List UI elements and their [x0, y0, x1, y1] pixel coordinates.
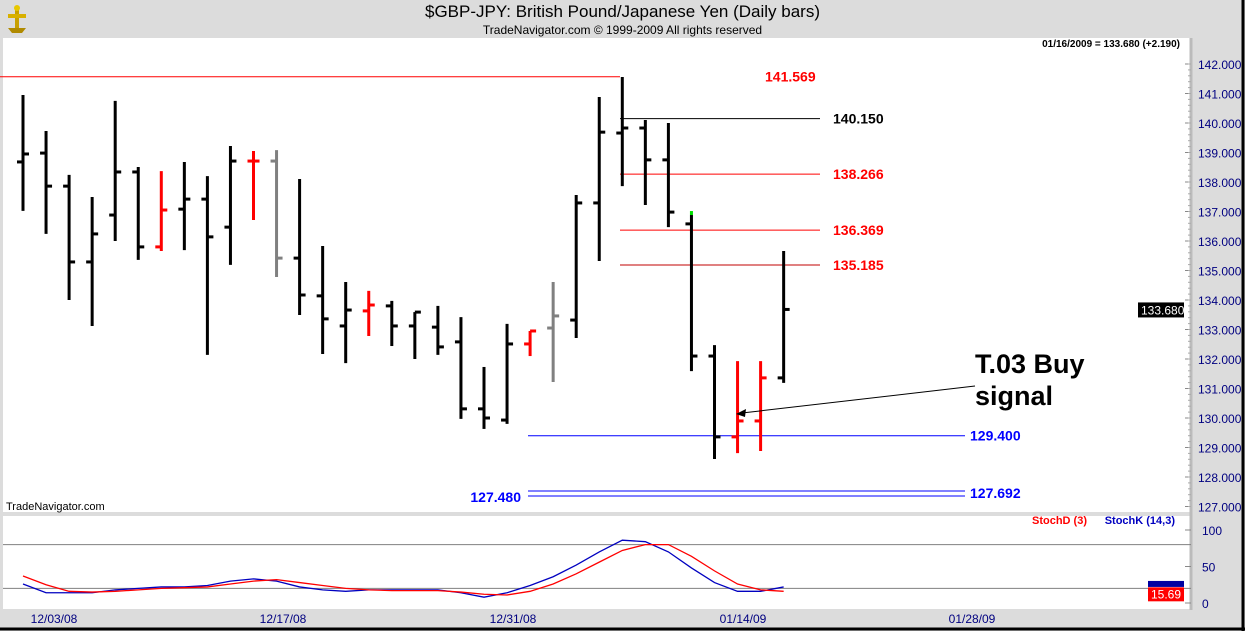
ohlc-bar — [547, 282, 560, 383]
x-tick-label: 01/28/09 — [949, 612, 996, 626]
ohlc-bar — [178, 161, 191, 251]
signal-marker — [689, 211, 693, 216]
ohlc-bar — [754, 361, 767, 452]
y-tick-label: 131.000 — [1198, 383, 1242, 397]
ohlc-bar — [339, 282, 352, 364]
ohlc-bar — [478, 366, 490, 429]
y-tick-label: 132.000 — [1198, 353, 1242, 367]
stochd-value-label: 15.69 — [1151, 587, 1181, 601]
ohlc-bar — [270, 150, 283, 277]
tradenavigator-logo-icon — [6, 4, 30, 39]
y-tick-label: 134.000 — [1198, 294, 1242, 308]
annotation-arrow — [736, 385, 976, 417]
x-tick-label: 01/14/09 — [720, 612, 767, 626]
stoch-panel — [3, 516, 1190, 609]
ohlc-bar — [109, 100, 122, 241]
ohlc-bar — [385, 300, 398, 347]
ohlc-bar — [40, 130, 53, 234]
y-tick-label: 129.000 — [1198, 442, 1242, 456]
y-tick-label: 137.000 — [1198, 206, 1242, 220]
stoch-tick-label: 100 — [1202, 524, 1222, 538]
ohlc-bar — [570, 194, 583, 339]
price-panel — [3, 38, 1190, 512]
legend-stochk: StochK (14,3) — [1105, 515, 1176, 527]
ohlc-bar — [132, 166, 145, 260]
ohlc-bar — [501, 323, 514, 424]
ohlc-bar — [224, 146, 237, 265]
ohlc-bar — [524, 329, 537, 357]
ohlc-bar — [86, 197, 99, 326]
stochk-value-box — [1148, 580, 1184, 587]
current-price-label: 133.680 — [1141, 303, 1185, 317]
level-label: 141.569 — [765, 69, 816, 85]
y-tick-label: 138.000 — [1198, 176, 1242, 190]
y-tick-label: 133.000 — [1198, 324, 1242, 338]
chart-copyright: TradeNavigator.com © 1999-2009 All right… — [482, 23, 763, 37]
ohlc-bar — [63, 174, 76, 300]
ohlc-bar — [593, 97, 606, 262]
y-tick-label: 139.000 — [1198, 147, 1242, 161]
ohlc-bar — [685, 211, 698, 372]
x-tick-label: 12/03/08 — [31, 612, 78, 626]
watermark: TradeNavigator.com — [6, 501, 105, 513]
ohlc-bar — [293, 179, 306, 316]
ohlc-bar — [616, 76, 629, 187]
ohlc-bar — [731, 361, 744, 454]
annotation-line2: signal — [975, 381, 1053, 411]
ohlc-bar — [454, 317, 467, 419]
stoch-line-stochD — [22, 543, 784, 596]
y-tick-label: 128.000 — [1198, 471, 1242, 485]
level-label: 127.692 — [970, 485, 1021, 501]
x-tick-label: 12/31/08 — [490, 612, 537, 626]
last-quote: 01/16/2009 = 133.680 (+2.190) — [1042, 39, 1180, 50]
y-tick-label: 142.000 — [1198, 58, 1242, 72]
level-label: 129.400 — [970, 428, 1021, 444]
current-price-box — [1138, 302, 1184, 318]
ohlc-bar — [777, 251, 790, 383]
ohlc-bar — [662, 123, 675, 228]
y-tick-label: 135.000 — [1198, 265, 1242, 279]
y-tick-label: 136.000 — [1198, 235, 1242, 249]
stoch-tick-label: 50 — [1202, 561, 1216, 575]
y-tick-label: 140.000 — [1198, 117, 1242, 131]
ohlc-bar — [316, 246, 329, 354]
ohlc-bar — [247, 151, 260, 221]
x-tick-label: 12/17/08 — [260, 612, 307, 626]
y-tick-label: 130.000 — [1198, 412, 1242, 426]
chart-title: $GBP-JPY: British Pound/Japanese Yen (Da… — [425, 2, 820, 21]
ohlc-bar — [408, 310, 421, 359]
ohlc-bar — [639, 120, 652, 206]
level-label: 135.185 — [833, 257, 884, 273]
level-label: 136.369 — [833, 222, 884, 238]
legend-stochd: StochD (3) — [1032, 515, 1087, 527]
stoch-tick-label: 0 — [1202, 597, 1209, 611]
ohlc-bar — [431, 305, 444, 355]
annotation-line1: T.03 Buy — [975, 349, 1085, 379]
level-label: 138.266 — [833, 166, 884, 182]
ohlc-bar — [155, 171, 168, 252]
y-tick-label: 127.000 — [1198, 501, 1242, 515]
y-tick-label: 141.000 — [1198, 88, 1242, 102]
ohlc-bar — [708, 345, 721, 460]
ohlc-bar — [362, 290, 375, 336]
ohlc-bar — [201, 176, 214, 355]
level-label: 140.150 — [833, 111, 884, 127]
ohlc-bar — [17, 94, 29, 211]
level-label: 127.480 — [470, 489, 521, 505]
stochd-value-box — [1148, 587, 1184, 602]
stoch-line-stochK — [22, 539, 784, 598]
